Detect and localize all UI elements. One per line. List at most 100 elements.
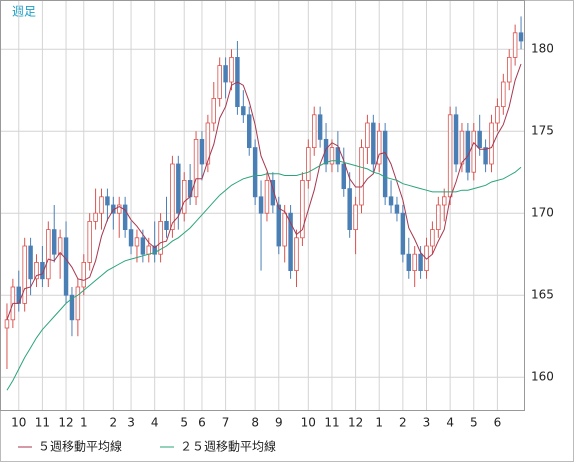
candle-body [241,106,246,116]
candle-body [99,196,104,214]
x-tick-label: 11 [324,416,339,430]
candle-body [81,261,87,288]
candle-body [329,147,335,165]
candle-body [335,147,341,165]
candle-body [152,245,157,255]
y-tick-label: 160 [531,370,554,384]
x-tick-label: 6 [198,416,206,430]
x-tick-label: 4 [151,416,159,430]
candle-body [317,114,323,140]
candle-body [176,163,181,214]
candle-body [371,122,376,165]
candle-body [436,204,441,231]
x-tick-label: 1 [80,416,88,430]
x-tick-label: 2 [399,416,407,430]
ma-line [6,160,522,391]
candle-body [518,32,524,42]
candle-body [211,98,217,124]
candle-body [512,32,518,58]
candle-body [306,147,311,181]
candle-body [199,138,205,165]
candle-body [34,261,39,280]
y-tick-label: 165 [531,288,554,302]
x-tick-label: 11 [35,416,50,430]
x-tick-label: 12 [348,416,363,430]
candle-body [87,220,92,263]
chart-title: 週足 [12,5,36,19]
candle-body [258,196,264,214]
plot-area [0,0,525,411]
candle-body [264,179,270,214]
candle-body [116,204,122,214]
candle-body [394,204,400,214]
x-tick-label: 4 [446,416,454,430]
candle-body [447,114,453,198]
candle-body [28,245,33,280]
candle-body [418,253,423,271]
candle-body [282,212,287,247]
candle-body [75,286,81,321]
x-tick-label: 7 [222,416,230,430]
candle-body [276,204,282,247]
candle-body [323,138,329,165]
candle-body [105,196,110,206]
candle-body [288,212,293,271]
candle-body [430,229,435,247]
candle-body [347,188,352,231]
candle-body [294,237,299,272]
candle-body [193,138,199,198]
candle-body [506,57,512,83]
candle-body [406,253,412,271]
candle-body [140,237,146,255]
y-tick-label: 180 [531,42,554,56]
candle-body [205,122,211,165]
y-tick-label: 170 [531,206,554,220]
x-tick-label: 6 [494,416,502,430]
candle-body [63,237,69,296]
legend-label: ５週移動平均線 [38,439,122,454]
candle-body [365,122,370,149]
y-tick-label: 175 [531,124,554,138]
candle-body [4,319,10,329]
candle-body [46,229,51,280]
candle-body [412,253,417,271]
candle-body [400,212,406,255]
candle-body [424,245,429,272]
candle-body [300,179,305,239]
legend-label: ２５週移動平均線 [180,439,276,454]
candle-body [122,204,128,231]
candle-body [353,204,358,231]
ma-line [6,63,522,320]
candle-body [217,65,222,99]
candle-body [453,114,459,165]
x-tick-label: 8 [251,416,259,430]
candle-body [22,245,27,304]
candle-body [146,245,152,255]
candle-body [376,130,382,165]
x-tick-label: 5 [470,416,478,430]
candle-body [459,130,465,165]
candle-body [93,212,98,222]
candle-body [495,106,500,124]
candle-body [229,57,234,83]
candle-body [181,179,187,214]
x-tick-label: 3 [423,416,431,430]
x-tick-label: 5 [180,416,188,430]
candle-body [270,179,276,206]
candle-body [441,196,447,206]
candle-body [57,237,63,255]
x-tick-label: 10 [11,416,26,430]
candle-body [311,114,317,149]
x-tick-label: 9 [275,416,283,430]
candle-body [128,229,134,247]
x-tick-label: 12 [58,416,73,430]
candle-body [158,220,163,255]
candle-body [501,81,506,108]
candle-body [382,130,388,198]
candle-body [489,122,494,165]
x-tick-label: 10 [301,416,316,430]
candle-body [359,147,364,206]
